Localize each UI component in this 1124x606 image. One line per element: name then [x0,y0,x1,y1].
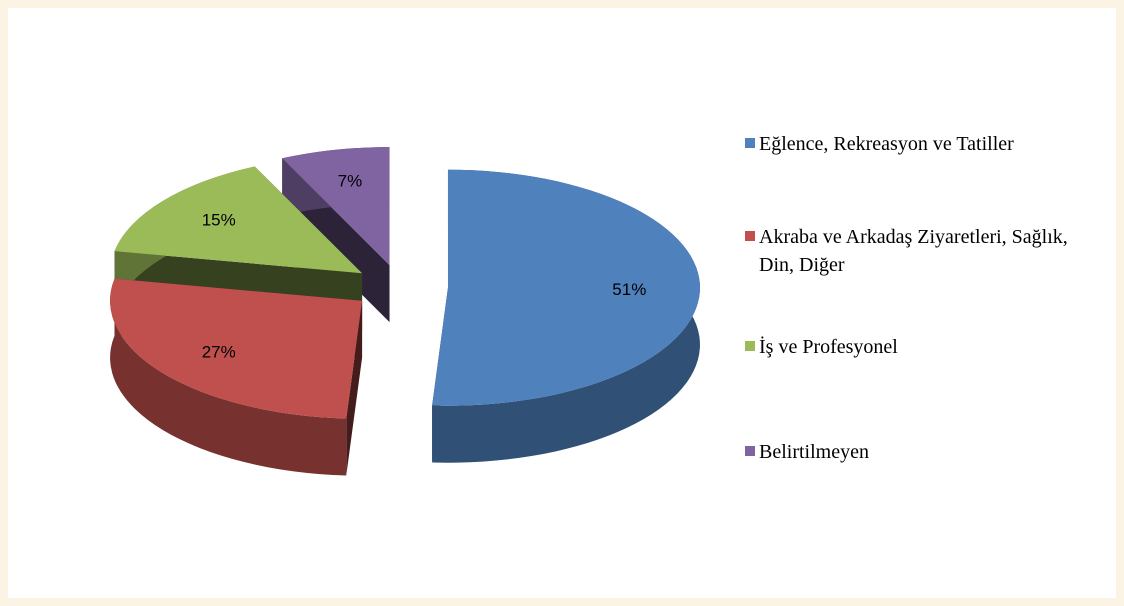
legend-swatch [745,341,755,351]
legend-entry: Belirtilmeyen [745,438,1115,466]
legend-label: Belirtilmeyen [759,441,869,463]
slice-top [110,278,363,419]
legend-label: İş ve Profesyonel [759,336,898,358]
legend-swatch [745,138,755,148]
legend-label: Eğlence, Rekreasyon ve Tatiller [759,133,1014,155]
legend-swatch [745,446,755,456]
data-label: 51% [612,280,646,299]
data-label: 27% [202,342,236,361]
slice-wall [110,278,347,476]
legend-entry: İş ve Profesyonel [745,333,1115,361]
slice-top [432,169,700,406]
pie-slice [282,147,390,323]
legend-label: Akraba ve Arkadaş Ziyaretleri, Sağlık, D… [759,226,1068,276]
legend-swatch [745,231,755,241]
pie-slice [110,278,363,476]
legend-entry: Akraba ve Arkadaş Ziyaretleri, Sağlık, D… [745,223,1115,279]
pie-slice [432,169,700,463]
legend-entry: Eğlence, Rekreasyon ve Tatiller [745,130,1115,158]
slice-top [282,147,390,266]
data-label: 7% [338,172,363,191]
slice-top [114,166,363,274]
data-label: 15% [202,211,236,230]
